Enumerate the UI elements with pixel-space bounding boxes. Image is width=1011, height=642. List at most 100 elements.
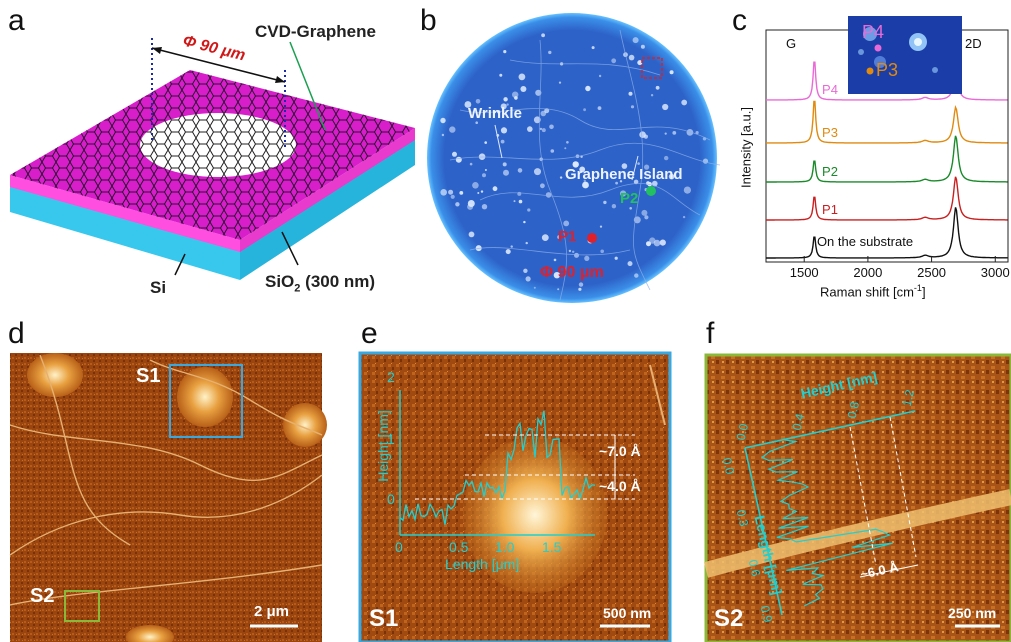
panel-c: c P4 P3 P2 P1 On the substrate 1500 2000 2500 3… [730, 0, 1011, 315]
island-dot [541, 128, 546, 133]
island-dot [664, 132, 667, 135]
rotated-axes-f [744, 410, 916, 616]
inset-p3-label: P3 [876, 60, 899, 80]
island-dot [517, 191, 522, 196]
height-profile [399, 410, 596, 525]
spectrum-line [766, 176, 1008, 221]
island-dot [582, 181, 589, 189]
spectrum-line [766, 100, 1008, 144]
inset-p4-label: P4 [862, 22, 885, 42]
wrinkles-d [9, 354, 323, 606]
island-dot [585, 85, 591, 92]
island-dot [568, 249, 572, 253]
island-dot [681, 99, 688, 106]
island-dot [641, 209, 648, 216]
island-dot [541, 33, 545, 38]
height-profile-f [761, 439, 893, 607]
e-corner-label: S1 [369, 605, 399, 632]
island-dot [637, 60, 643, 66]
island-dot [500, 127, 508, 134]
island-dot [472, 182, 479, 189]
island-dot [683, 186, 691, 194]
island-dot [520, 86, 527, 92]
inset-p4-point [874, 44, 882, 52]
inset-region-box [641, 57, 663, 79]
island-dot [467, 203, 474, 210]
island-dot [584, 255, 590, 261]
island-dot [525, 276, 531, 282]
island-dot [579, 166, 586, 173]
island-dot [655, 85, 660, 90]
series-label: P1 [822, 202, 838, 217]
island-dot [600, 249, 604, 254]
island-dot [630, 105, 635, 109]
2d-peak-label: 2D [965, 36, 982, 51]
raman-chart: P4 P3 P2 P1 On the substrate 1500 2000 2500 300… [765, 16, 1010, 280]
panel-label-a: a [8, 4, 25, 37]
si-layer-side [240, 137, 415, 280]
e-xtick-3: 1.5 [542, 539, 562, 555]
island-dot [644, 164, 650, 170]
island-dot [564, 147, 567, 150]
island-dot [459, 191, 464, 195]
island-dot [598, 74, 602, 78]
island-dot [597, 106, 602, 110]
island-dot [448, 189, 454, 195]
island-dot [628, 54, 635, 61]
panel-label-c: c [732, 4, 747, 37]
cvd-graphene-label: CVD-Graphene [255, 22, 376, 41]
island-dot [512, 91, 519, 98]
island-dot [481, 204, 488, 210]
island-dot [455, 202, 460, 207]
e-xtick-2: 1.0 [495, 539, 515, 555]
inset-p3-point [866, 67, 874, 75]
p1-label: P1 [558, 228, 577, 245]
diameter-label-b: Φ 90 μm [540, 264, 604, 281]
island-dot [686, 129, 694, 136]
sio2-layer-front [10, 175, 240, 252]
island-dot [548, 50, 552, 55]
panel-d: d S1 S2 2 μm [0, 315, 360, 642]
island-dot [668, 173, 675, 180]
island-dot [545, 192, 552, 198]
e-annotation-7a: ~7.0 Å [599, 443, 641, 459]
island-dot [449, 126, 456, 133]
point-p1 [587, 233, 597, 243]
island-dot [640, 44, 645, 49]
y-axis-label: Intensity [a.u.] [738, 107, 754, 188]
panel-label-b: b [420, 4, 437, 37]
optical-image [427, 13, 721, 303]
island-dot [506, 103, 509, 106]
e-ylabel: Height [nm] [375, 410, 391, 482]
island-dot [649, 237, 656, 244]
island-dot [553, 258, 557, 262]
raman-series: P4 P3 P2 P1 On the substrate [765, 61, 1008, 259]
island-dot [615, 181, 618, 185]
f-corner-label: S2 [714, 605, 744, 632]
e-ytick-1: 1 [387, 431, 395, 447]
island-dot [664, 155, 669, 161]
island-dot [662, 103, 669, 111]
membrane-disk [427, 13, 717, 303]
island-dot [628, 91, 633, 96]
island-dot [620, 190, 627, 197]
spectrum-line [765, 61, 1008, 101]
g-peak-label: G [786, 36, 797, 51]
island-dot [634, 273, 639, 278]
e-annotation-4a: ~4.0 Å [599, 478, 641, 494]
island-dot [503, 97, 508, 102]
island-dot [450, 194, 455, 199]
island-dot [480, 190, 484, 193]
wrinkle-label: Wrinkle [468, 105, 522, 122]
panel-label-e: e [361, 317, 378, 350]
si-layer-front [10, 185, 240, 280]
island-dot [500, 103, 507, 110]
e-xlabel: Length [μm] [445, 556, 520, 572]
island-dot [475, 99, 481, 104]
island-dot [518, 73, 526, 81]
s1-label-d: S1 [136, 365, 161, 387]
profile-axes [399, 390, 595, 536]
series-label: P4 [822, 82, 838, 97]
island-dot [574, 252, 579, 258]
island-dot [440, 189, 447, 196]
